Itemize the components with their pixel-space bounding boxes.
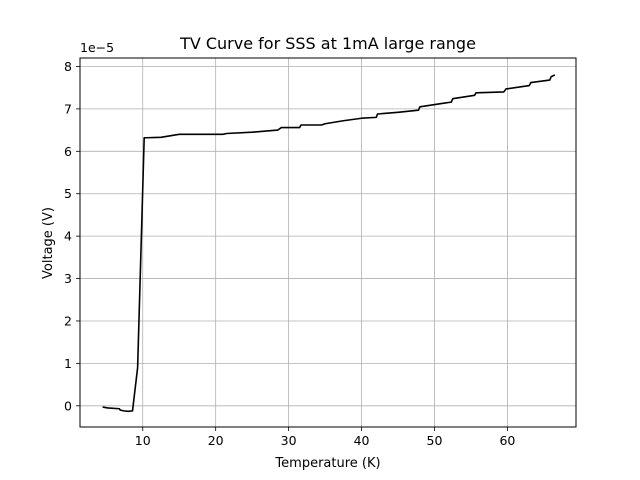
y-tick-label: 2 — [64, 313, 72, 328]
x-tick-label: 20 — [208, 433, 224, 448]
y-tick-label: 7 — [64, 101, 72, 116]
y-axis-offset-label: 1e−5 — [80, 40, 114, 55]
x-axis-ticks: 10 20 30 40 50 60 — [135, 427, 515, 448]
series-line-0 — [102, 74, 556, 413]
y-axis-ticks: 0 1 2 3 4 5 6 7 8 — [64, 59, 80, 413]
grid — [80, 58, 576, 427]
x-axis-label: Temperature (K) — [274, 456, 380, 471]
y-tick-label: 8 — [64, 59, 72, 74]
x-tick-label: 60 — [499, 433, 515, 448]
x-tick-label: 50 — [427, 433, 443, 448]
y-axis-label: Voltage (V) — [41, 207, 56, 279]
y-tick-label: 6 — [64, 144, 72, 159]
y-tick-label: 4 — [64, 229, 72, 244]
x-tick-label: 40 — [354, 433, 370, 448]
plot-area-frame — [79, 57, 577, 428]
x-tick-label: 10 — [135, 433, 151, 448]
data-line-layer — [102, 74, 556, 413]
y-tick-label: 0 — [64, 398, 72, 413]
y-tick-label: 3 — [64, 271, 72, 286]
y-tick-label: 1 — [64, 356, 72, 371]
chart-title: TV Curve for SSS at 1mA large range — [179, 34, 476, 53]
x-tick-label: 30 — [281, 433, 297, 448]
y-tick-label: 5 — [64, 186, 72, 201]
